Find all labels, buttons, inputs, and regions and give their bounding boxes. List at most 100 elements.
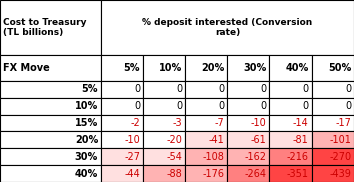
Bar xyxy=(101,148,143,165)
Bar xyxy=(269,165,312,182)
Bar xyxy=(185,131,227,148)
Bar xyxy=(101,0,354,55)
Bar xyxy=(185,148,227,165)
Bar xyxy=(227,55,269,81)
Bar xyxy=(101,81,143,98)
Text: -162: -162 xyxy=(245,152,267,162)
Text: 20%: 20% xyxy=(75,135,98,145)
Bar xyxy=(227,165,269,182)
Text: -10: -10 xyxy=(251,118,267,128)
Bar xyxy=(0,0,101,55)
Text: 40%: 40% xyxy=(285,63,309,73)
Text: -44: -44 xyxy=(125,169,140,179)
Text: -27: -27 xyxy=(124,152,140,162)
Text: FX Move: FX Move xyxy=(3,63,50,73)
Text: -216: -216 xyxy=(287,152,309,162)
Bar xyxy=(185,55,227,81)
Text: -270: -270 xyxy=(329,152,351,162)
Text: Cost to Treasury
(TL billions): Cost to Treasury (TL billions) xyxy=(3,18,86,37)
Bar xyxy=(185,165,227,182)
Bar xyxy=(101,98,143,115)
Bar xyxy=(227,148,269,165)
Bar xyxy=(101,115,143,131)
Text: 20%: 20% xyxy=(201,63,224,73)
Text: 0: 0 xyxy=(218,84,224,94)
Text: -88: -88 xyxy=(167,169,182,179)
Text: 0: 0 xyxy=(218,101,224,111)
Bar xyxy=(143,131,185,148)
Text: -54: -54 xyxy=(166,152,182,162)
Text: -439: -439 xyxy=(329,169,351,179)
Text: 0: 0 xyxy=(261,84,267,94)
Bar xyxy=(185,115,227,131)
Bar xyxy=(101,55,143,81)
Bar xyxy=(101,131,143,148)
Text: -41: -41 xyxy=(209,135,224,145)
Text: -264: -264 xyxy=(245,169,267,179)
Bar xyxy=(0,55,101,81)
Text: 40%: 40% xyxy=(75,169,98,179)
Bar xyxy=(269,131,312,148)
Text: 0: 0 xyxy=(345,84,351,94)
Bar xyxy=(227,81,269,98)
Text: -61: -61 xyxy=(251,135,267,145)
Text: 10%: 10% xyxy=(75,101,98,111)
Bar xyxy=(185,98,227,115)
Text: 0: 0 xyxy=(134,84,140,94)
Text: 0: 0 xyxy=(303,84,309,94)
Text: -101: -101 xyxy=(329,135,351,145)
Bar xyxy=(227,98,269,115)
Text: -351: -351 xyxy=(287,169,309,179)
Text: 0: 0 xyxy=(345,101,351,111)
Bar xyxy=(0,98,101,115)
Bar xyxy=(143,165,185,182)
Text: -3: -3 xyxy=(173,118,182,128)
Bar xyxy=(0,148,101,165)
Bar xyxy=(269,81,312,98)
Text: -10: -10 xyxy=(125,135,140,145)
Bar xyxy=(0,115,101,131)
Text: % deposit interested (Conversion
rate): % deposit interested (Conversion rate) xyxy=(142,18,313,37)
Text: 5%: 5% xyxy=(81,84,98,94)
Text: -108: -108 xyxy=(202,152,224,162)
Text: 30%: 30% xyxy=(75,152,98,162)
Bar xyxy=(185,81,227,98)
Bar xyxy=(0,165,101,182)
Text: -176: -176 xyxy=(202,169,224,179)
Bar xyxy=(143,81,185,98)
Text: -17: -17 xyxy=(335,118,351,128)
Text: 30%: 30% xyxy=(243,63,267,73)
Bar xyxy=(312,115,354,131)
Text: 0: 0 xyxy=(303,101,309,111)
Bar xyxy=(312,81,354,98)
Bar xyxy=(312,148,354,165)
Text: 5%: 5% xyxy=(124,63,140,73)
Bar xyxy=(101,165,143,182)
Text: -20: -20 xyxy=(166,135,182,145)
Bar xyxy=(0,81,101,98)
Bar xyxy=(312,131,354,148)
Bar xyxy=(0,131,101,148)
Text: -7: -7 xyxy=(215,118,224,128)
Text: -81: -81 xyxy=(293,135,309,145)
Bar xyxy=(227,131,269,148)
Text: -14: -14 xyxy=(293,118,309,128)
Bar xyxy=(143,148,185,165)
Text: 0: 0 xyxy=(134,101,140,111)
Text: 0: 0 xyxy=(176,84,182,94)
Text: 15%: 15% xyxy=(75,118,98,128)
Bar xyxy=(143,98,185,115)
Text: 10%: 10% xyxy=(159,63,182,73)
Bar xyxy=(143,115,185,131)
Bar xyxy=(269,98,312,115)
Bar xyxy=(269,55,312,81)
Text: -2: -2 xyxy=(130,118,140,128)
Bar xyxy=(269,115,312,131)
Bar xyxy=(312,98,354,115)
Bar xyxy=(143,55,185,81)
Text: 0: 0 xyxy=(261,101,267,111)
Bar xyxy=(312,165,354,182)
Bar xyxy=(269,148,312,165)
Text: 50%: 50% xyxy=(328,63,351,73)
Text: 0: 0 xyxy=(176,101,182,111)
